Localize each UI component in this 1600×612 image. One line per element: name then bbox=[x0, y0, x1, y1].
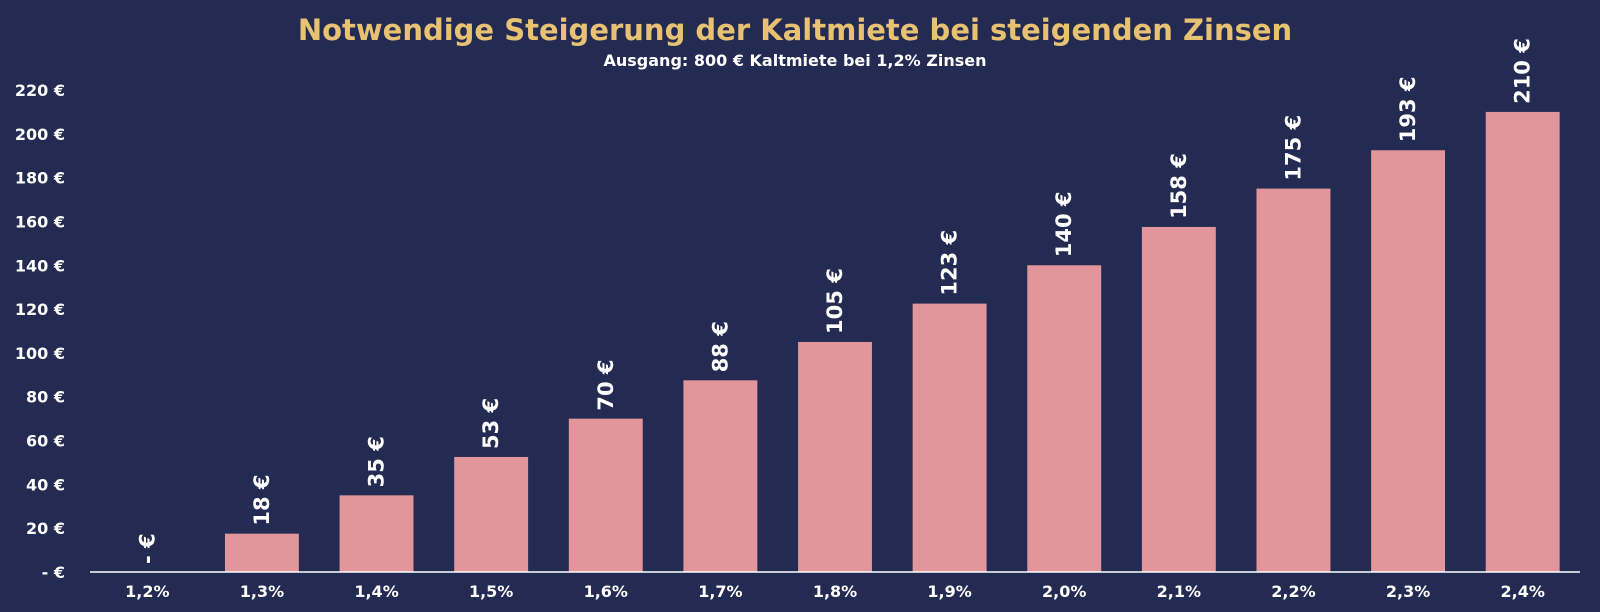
y-axis-labels: - € 20 € 40 € 60 € 80 € 100 € 120 € 140 € 160 € 1… bbox=[15, 81, 65, 582]
x-tick-label: 2,2% bbox=[1271, 582, 1315, 601]
bar-value-label: 70 € bbox=[594, 359, 618, 410]
y-tick-label: - € bbox=[42, 563, 65, 582]
bar bbox=[1256, 188, 1331, 572]
bar-value-label: 193 € bbox=[1396, 76, 1420, 142]
bar-value-label: 88 € bbox=[708, 321, 732, 372]
y-tick-label: 100 € bbox=[15, 344, 65, 363]
y-tick-label: 20 € bbox=[26, 519, 65, 538]
bar bbox=[683, 380, 758, 572]
x-tick-label: 1,6% bbox=[584, 582, 628, 601]
x-tick-label: 2,1% bbox=[1157, 582, 1201, 601]
bar bbox=[568, 418, 643, 572]
bar-value-label: 53 € bbox=[479, 398, 503, 449]
bar bbox=[339, 495, 414, 572]
x-tick-label: 2,4% bbox=[1501, 582, 1545, 601]
y-tick-label: 40 € bbox=[26, 475, 65, 494]
bar bbox=[1141, 226, 1216, 572]
y-tick-label: 140 € bbox=[15, 256, 65, 275]
bar bbox=[1027, 265, 1102, 572]
x-tick-label: 1,7% bbox=[698, 582, 742, 601]
bar-value-label: 158 € bbox=[1167, 153, 1191, 219]
y-tick-label: 60 € bbox=[26, 432, 65, 451]
bar bbox=[1485, 111, 1560, 572]
x-tick-label: 1,5% bbox=[469, 582, 513, 601]
bar bbox=[912, 303, 987, 572]
y-tick-label: 180 € bbox=[15, 169, 65, 188]
chart-title: Notwendige Steigerung der Kaltmiete bei … bbox=[298, 13, 1292, 47]
bar bbox=[798, 341, 872, 572]
x-tick-label: 2,0% bbox=[1042, 582, 1086, 601]
bar-value-labels: - € 18 € 35 € 53 € 70 € 88 € 105 € 123 € 140 € 15… bbox=[135, 38, 1534, 564]
bar-value-label: 35 € bbox=[365, 436, 389, 487]
bar-value-label: 105 € bbox=[823, 268, 847, 334]
x-tick-label: 1,3% bbox=[240, 582, 284, 601]
bar-value-label: 123 € bbox=[938, 230, 962, 296]
bar-value-label: 210 € bbox=[1511, 38, 1535, 104]
x-tick-label: 1,8% bbox=[813, 582, 857, 601]
x-tick-label: 1,4% bbox=[354, 582, 398, 601]
bar-value-label: - € bbox=[135, 533, 159, 564]
x-tick-label: 1,2% bbox=[125, 582, 169, 601]
x-axis-labels: 1,2% 1,3% 1,4% 1,5% 1,6% 1,7% 1,8% 1,9% 2,0% 2,1%… bbox=[125, 582, 1545, 601]
bar-value-label: 140 € bbox=[1052, 192, 1076, 258]
bars bbox=[224, 111, 1560, 572]
bar bbox=[1371, 150, 1446, 572]
y-tick-label: 160 € bbox=[15, 212, 65, 231]
y-tick-label: 220 € bbox=[15, 81, 65, 100]
chart-subtitle: Ausgang: 800 € Kaltmiete bei 1,2% Zinsen bbox=[604, 51, 987, 70]
bar-value-label: 175 € bbox=[1281, 115, 1305, 181]
bar bbox=[454, 456, 529, 572]
x-tick-label: 2,3% bbox=[1386, 582, 1430, 601]
y-tick-label: 120 € bbox=[15, 300, 65, 319]
bar bbox=[224, 533, 299, 572]
x-tick-label: 1,9% bbox=[927, 582, 971, 601]
y-tick-label: 200 € bbox=[15, 125, 65, 144]
bar-value-label: 18 € bbox=[250, 475, 274, 526]
y-tick-label: 80 € bbox=[26, 388, 65, 407]
